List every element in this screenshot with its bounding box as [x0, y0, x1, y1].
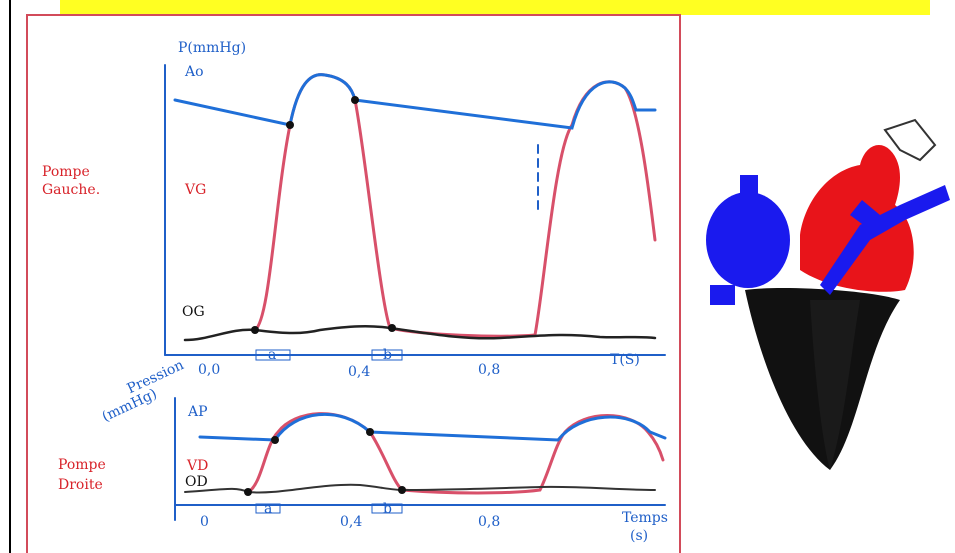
x-tick-label: 0,8	[478, 514, 500, 530]
valve-point	[271, 436, 279, 444]
right-atrium	[706, 192, 790, 288]
curve-label: VG	[184, 182, 206, 198]
side-label: Gauche.	[42, 182, 100, 198]
phase-label: a	[268, 347, 276, 363]
x-tick-label: 0,0	[198, 362, 220, 378]
side-label: Pompe	[42, 164, 90, 180]
page: P(mmHg) Ao VG OG Pompe Gauche. 0,0 0,4 0…	[0, 0, 955, 553]
valve-point	[351, 96, 359, 104]
x-label: Temps	[622, 510, 668, 526]
side-label: Pompe	[58, 457, 106, 473]
yellow-banner	[60, 0, 930, 15]
x-label: (s)	[630, 528, 648, 544]
valve-point	[366, 428, 374, 436]
valve-point	[244, 488, 252, 496]
curve-label: VD	[186, 458, 208, 474]
x-tick-label: 0,4	[348, 364, 370, 380]
x-label: T(S)	[610, 352, 640, 368]
valve-point	[251, 326, 259, 334]
valve-point	[398, 486, 406, 494]
curve-label: OG	[182, 304, 205, 320]
valve-point	[388, 324, 396, 332]
vena-cava	[710, 285, 735, 305]
x-tick-label: 0,8	[478, 362, 500, 378]
x-tick-label: 0,4	[340, 514, 362, 530]
vena-cava	[740, 175, 758, 200]
phase-label: a	[264, 501, 272, 517]
phase-label: b	[383, 501, 392, 517]
y-label: P(mmHg)	[178, 40, 246, 56]
phase-label: b	[383, 347, 392, 363]
curve-label: OD	[185, 474, 208, 490]
x-tick-label: 0	[200, 514, 209, 530]
curve-label: AP	[187, 404, 208, 420]
curve-label: Ao	[184, 64, 204, 80]
valve-point	[286, 121, 294, 129]
heart-illustration	[693, 95, 955, 500]
side-label: Droite	[58, 477, 103, 493]
